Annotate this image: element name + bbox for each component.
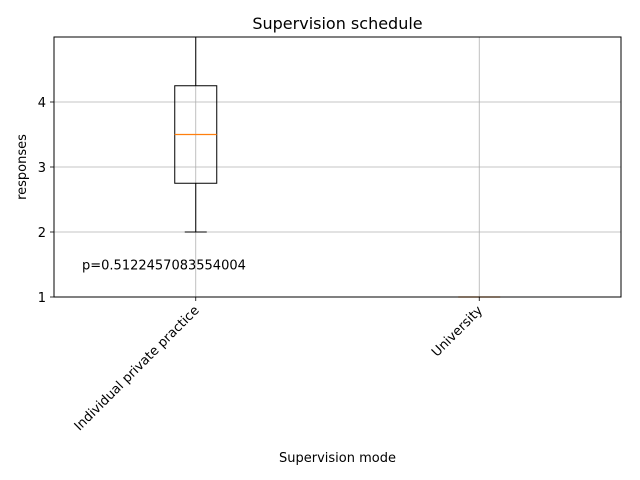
x-tick-label: University <box>429 303 486 360</box>
y-tick-label: 3 <box>38 161 46 176</box>
y-axis-label: responses <box>15 134 30 200</box>
y-tick-label: 4 <box>38 96 46 111</box>
y-tick-label: 1 <box>38 291 46 306</box>
p-value-annotation: p=0.5122457083554004 <box>82 259 246 274</box>
x-axis-label: Supervision mode <box>279 451 396 466</box>
y-tick-label: 2 <box>38 226 46 241</box>
x-tick-label: Individual private practice <box>72 303 203 434</box>
box-group <box>174 36 218 233</box>
chart-title: Supervision schedule <box>252 14 422 33</box>
